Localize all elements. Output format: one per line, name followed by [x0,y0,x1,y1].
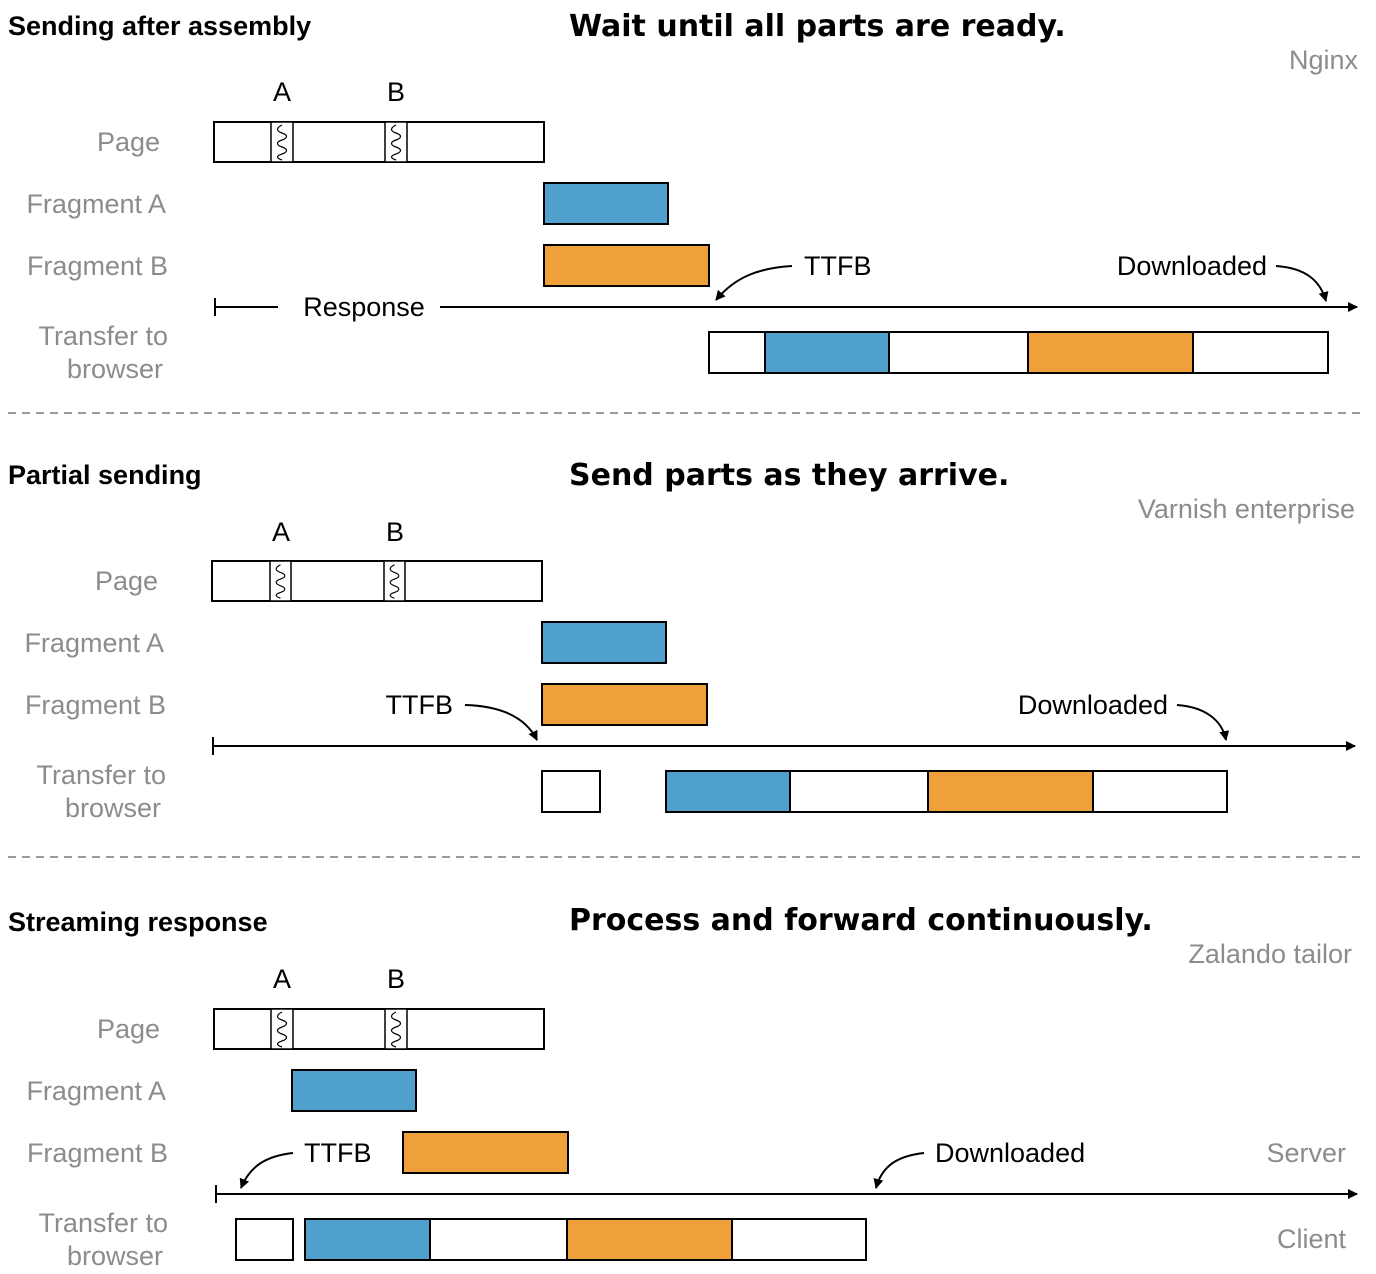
fragment-b-bar [543,244,710,287]
downloaded-arrow [1275,265,1329,302]
ttfb-arrow [715,265,793,301]
transfer-segment-fragment-b [1027,331,1194,374]
marker-a-label: A [272,517,290,547]
fragment-a-slot [269,560,292,602]
marker-a-label: A [273,77,291,107]
row-label-transfer-line1: Transfer to [38,1208,168,1238]
transfer-segment-page [541,770,601,813]
row-label-transfer-line2: browser [65,793,161,823]
tool-label: Varnish enterprise [1138,494,1355,524]
downloaded-label: Downloaded [935,1138,1085,1168]
page-bar [213,121,545,163]
tool-label: Zalando tailor [1188,939,1352,969]
section-streaming-response: Streaming response Process and forward c… [8,903,1358,1271]
section-title: Sending after assembly [8,11,311,41]
row-label-fragment-b: Fragment B [27,1138,168,1168]
row-label-page: Page [95,566,158,596]
row-label-transfer-line2: browser [67,1241,163,1271]
section-partial-sending: Partial sending Send parts as they arriv… [8,458,1356,823]
client-label: Client [1277,1224,1347,1254]
row-label-fragment-b: Fragment B [25,690,166,720]
downloaded-label: Downloaded [1018,690,1168,720]
transfer-segment-fragment-b [566,1218,733,1261]
transfer-segment-page [789,770,929,813]
transfer-segment-page [888,331,1029,374]
row-label-transfer-line1: Transfer to [38,321,168,351]
downloaded-arrow [1176,704,1230,741]
downloaded-arrow [873,1152,925,1189]
section-title: Streaming response [8,907,268,937]
ttfb-arrow [464,704,538,741]
section-tagline: Process and forward continuously. [569,903,1153,938]
row-label-fragment-a: Fragment A [24,628,164,658]
transfer-segment-page [731,1218,867,1261]
section-sending-after-assembly: Sending after assembly Wait until all pa… [8,9,1358,384]
fragment-a-bar [541,621,667,664]
response-label: Response [303,292,425,322]
fragment-a-bar [291,1069,417,1112]
row-label-fragment-b: Fragment B [27,251,168,281]
fragment-b-slot [384,121,408,163]
transfer-segment-fragment-a [665,770,791,813]
row-label-transfer-line1: Transfer to [36,760,166,790]
downloaded-label: Downloaded [1117,251,1267,281]
row-label-transfer-line2: browser [67,354,163,384]
fragment-b-slot [383,560,406,602]
ttfb-label: TTFB [804,251,872,281]
transfer-segment-page [708,331,766,374]
transfer-segment-page [235,1218,294,1261]
transfer-segment-fragment-a [764,331,890,374]
page-bar [213,1008,545,1050]
ttfb-label: TTFB [386,690,454,720]
fragment-a-slot [270,121,294,163]
marker-b-label: B [387,964,405,994]
row-label-fragment-a: Fragment A [26,189,166,219]
fragment-b-bar [541,683,708,726]
fragment-b-bar [402,1131,569,1174]
marker-b-label: B [386,517,404,547]
ttfb-arrow [239,1152,294,1189]
row-label-fragment-a: Fragment A [26,1076,166,1106]
page-bar [211,560,543,602]
fragment-a-slot [270,1008,294,1050]
ttfb-label: TTFB [304,1138,372,1168]
transfer-segment-page [429,1218,568,1261]
row-label-page: Page [97,1014,160,1044]
transfer-segment-page [1192,331,1329,374]
marker-b-label: B [387,77,405,107]
fragment-b-slot [384,1008,408,1050]
tool-label: Nginx [1289,45,1359,75]
section-tagline: Wait until all parts are ready. [569,9,1066,44]
marker-a-label: A [273,964,291,994]
section-tagline: Send parts as they arrive. [569,458,1009,493]
transfer-segment-page [1092,770,1228,813]
row-label-page: Page [97,127,160,157]
server-label: Server [1266,1138,1346,1168]
section-title: Partial sending [8,460,202,490]
transfer-segment-fragment-a [304,1218,431,1261]
transfer-segment-fragment-b [927,770,1094,813]
fragment-a-bar [543,182,669,225]
